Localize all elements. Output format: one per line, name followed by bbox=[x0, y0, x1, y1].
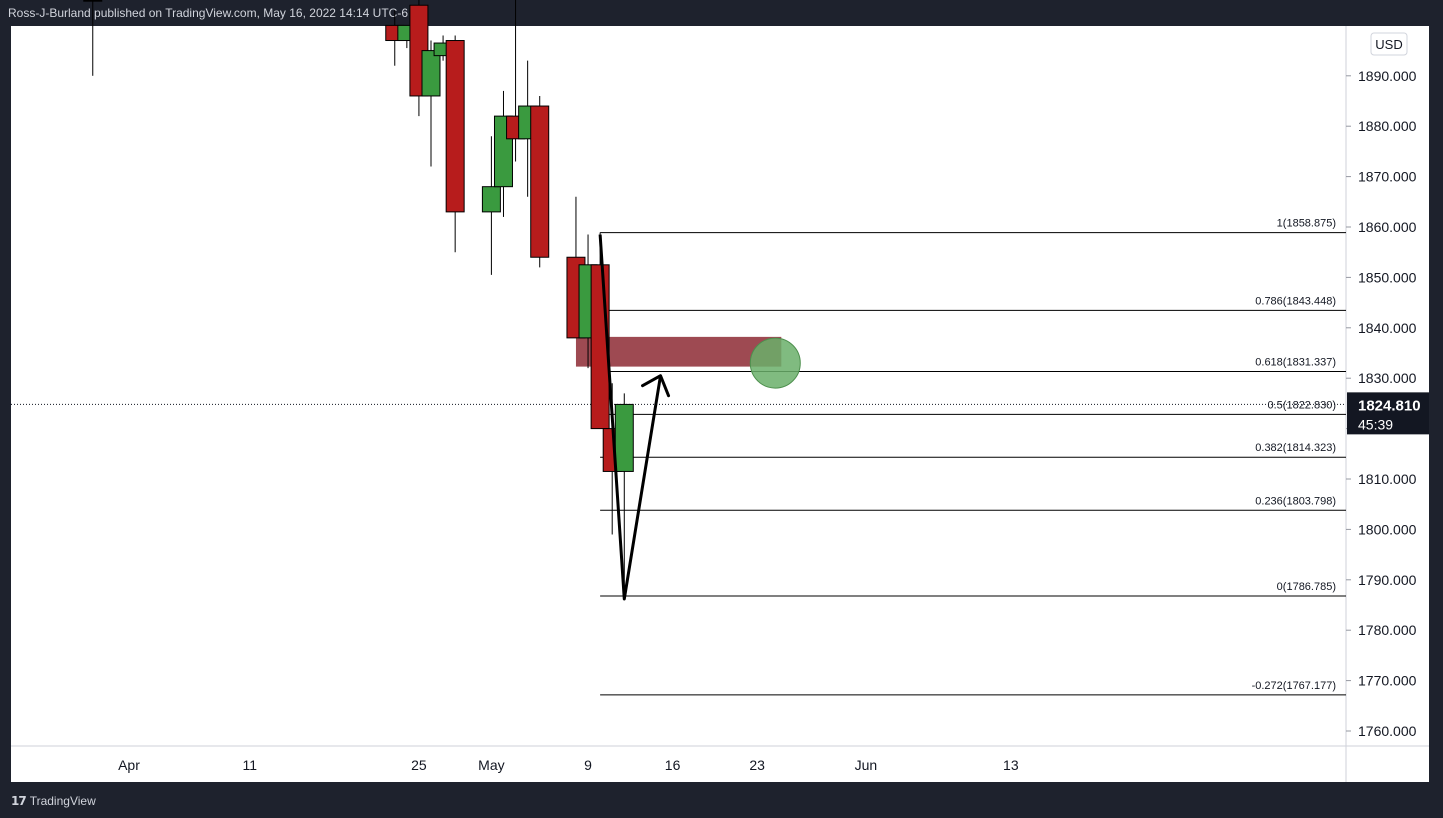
y-tick-label: 1780.000 bbox=[1358, 622, 1417, 638]
candle-body bbox=[83, 0, 103, 2]
fib-level-label: 0.618(1831.337) bbox=[1255, 356, 1336, 368]
resistance-zone[interactable] bbox=[575, 336, 782, 367]
x-tick-label: Jun bbox=[855, 757, 878, 773]
brand-label: TradingView bbox=[29, 794, 96, 808]
candle-body bbox=[445, 40, 465, 213]
fib-level-label: 0.786(1843.448) bbox=[1255, 295, 1336, 307]
y-tick-label: 1850.000 bbox=[1358, 269, 1417, 285]
x-tick-label: 13 bbox=[1003, 757, 1019, 773]
bar-countdown: 45:39 bbox=[1358, 416, 1393, 432]
fib-level-label: 1(1858.875) bbox=[1277, 218, 1336, 230]
x-tick-label: 9 bbox=[584, 757, 592, 773]
x-tick-label: Apr bbox=[118, 757, 140, 773]
candle-body bbox=[614, 403, 634, 472]
projection-path[interactable] bbox=[598, 234, 663, 601]
candle-body bbox=[530, 105, 550, 258]
candle[interactable] bbox=[83, 0, 103, 76]
candle[interactable] bbox=[445, 35, 465, 253]
fib-level-label: 0(1786.785) bbox=[1277, 581, 1336, 593]
candle-body bbox=[421, 50, 441, 97]
fib-level-label: 0.5(1822.830) bbox=[1268, 399, 1337, 411]
attribution-bar: Ross-J-Burland published on TradingView.… bbox=[0, 0, 1443, 26]
projection-arrowhead bbox=[641, 374, 671, 398]
currency-badge[interactable] bbox=[1370, 32, 1408, 56]
currency-label: USD bbox=[1375, 37, 1402, 52]
x-tick-label: May bbox=[478, 757, 504, 773]
y-tick-label: 1880.000 bbox=[1358, 118, 1417, 134]
fib-level-label: -0.272(1767.177) bbox=[1252, 680, 1336, 692]
fib-level-label: 0.236(1803.798) bbox=[1255, 495, 1336, 507]
y-tick-label: 1770.000 bbox=[1358, 673, 1417, 689]
y-tick-label: 1790.000 bbox=[1358, 572, 1417, 588]
target-marker-circle[interactable] bbox=[749, 337, 801, 389]
candle[interactable] bbox=[421, 40, 441, 167]
last-price-badge bbox=[1347, 392, 1429, 435]
y-tick-label: 1800.000 bbox=[1358, 521, 1417, 537]
fib-level-label: 0.382(1814.323) bbox=[1255, 442, 1336, 454]
footer: 17 TradingView bbox=[0, 782, 1443, 818]
y-tick-label: 1870.000 bbox=[1358, 169, 1417, 185]
y-tick-label: 1810.000 bbox=[1358, 471, 1417, 487]
last-price-value: 1824.810 bbox=[1358, 397, 1421, 414]
x-tick-label: 23 bbox=[749, 757, 765, 773]
tradingview-logo-icon: 17 bbox=[11, 794, 27, 808]
y-tick-label: 1830.000 bbox=[1358, 370, 1417, 386]
y-tick-label: 1890.000 bbox=[1358, 68, 1417, 84]
candle[interactable] bbox=[530, 95, 550, 268]
y-tick-label: 1760.000 bbox=[1358, 723, 1417, 739]
x-tick-label: 25 bbox=[411, 757, 427, 773]
attribution-text: Ross-J-Burland published on TradingView.… bbox=[8, 6, 408, 20]
y-tick-label: 1840.000 bbox=[1358, 320, 1417, 336]
candle[interactable] bbox=[614, 393, 634, 596]
candle-body bbox=[481, 186, 501, 213]
x-tick-label: 16 bbox=[665, 757, 681, 773]
y-tick-label: 1860.000 bbox=[1358, 219, 1417, 235]
candle[interactable] bbox=[481, 136, 501, 275]
tradingview-brand[interactable]: 17 TradingView bbox=[11, 794, 96, 808]
x-tick-label: 11 bbox=[243, 757, 258, 773]
